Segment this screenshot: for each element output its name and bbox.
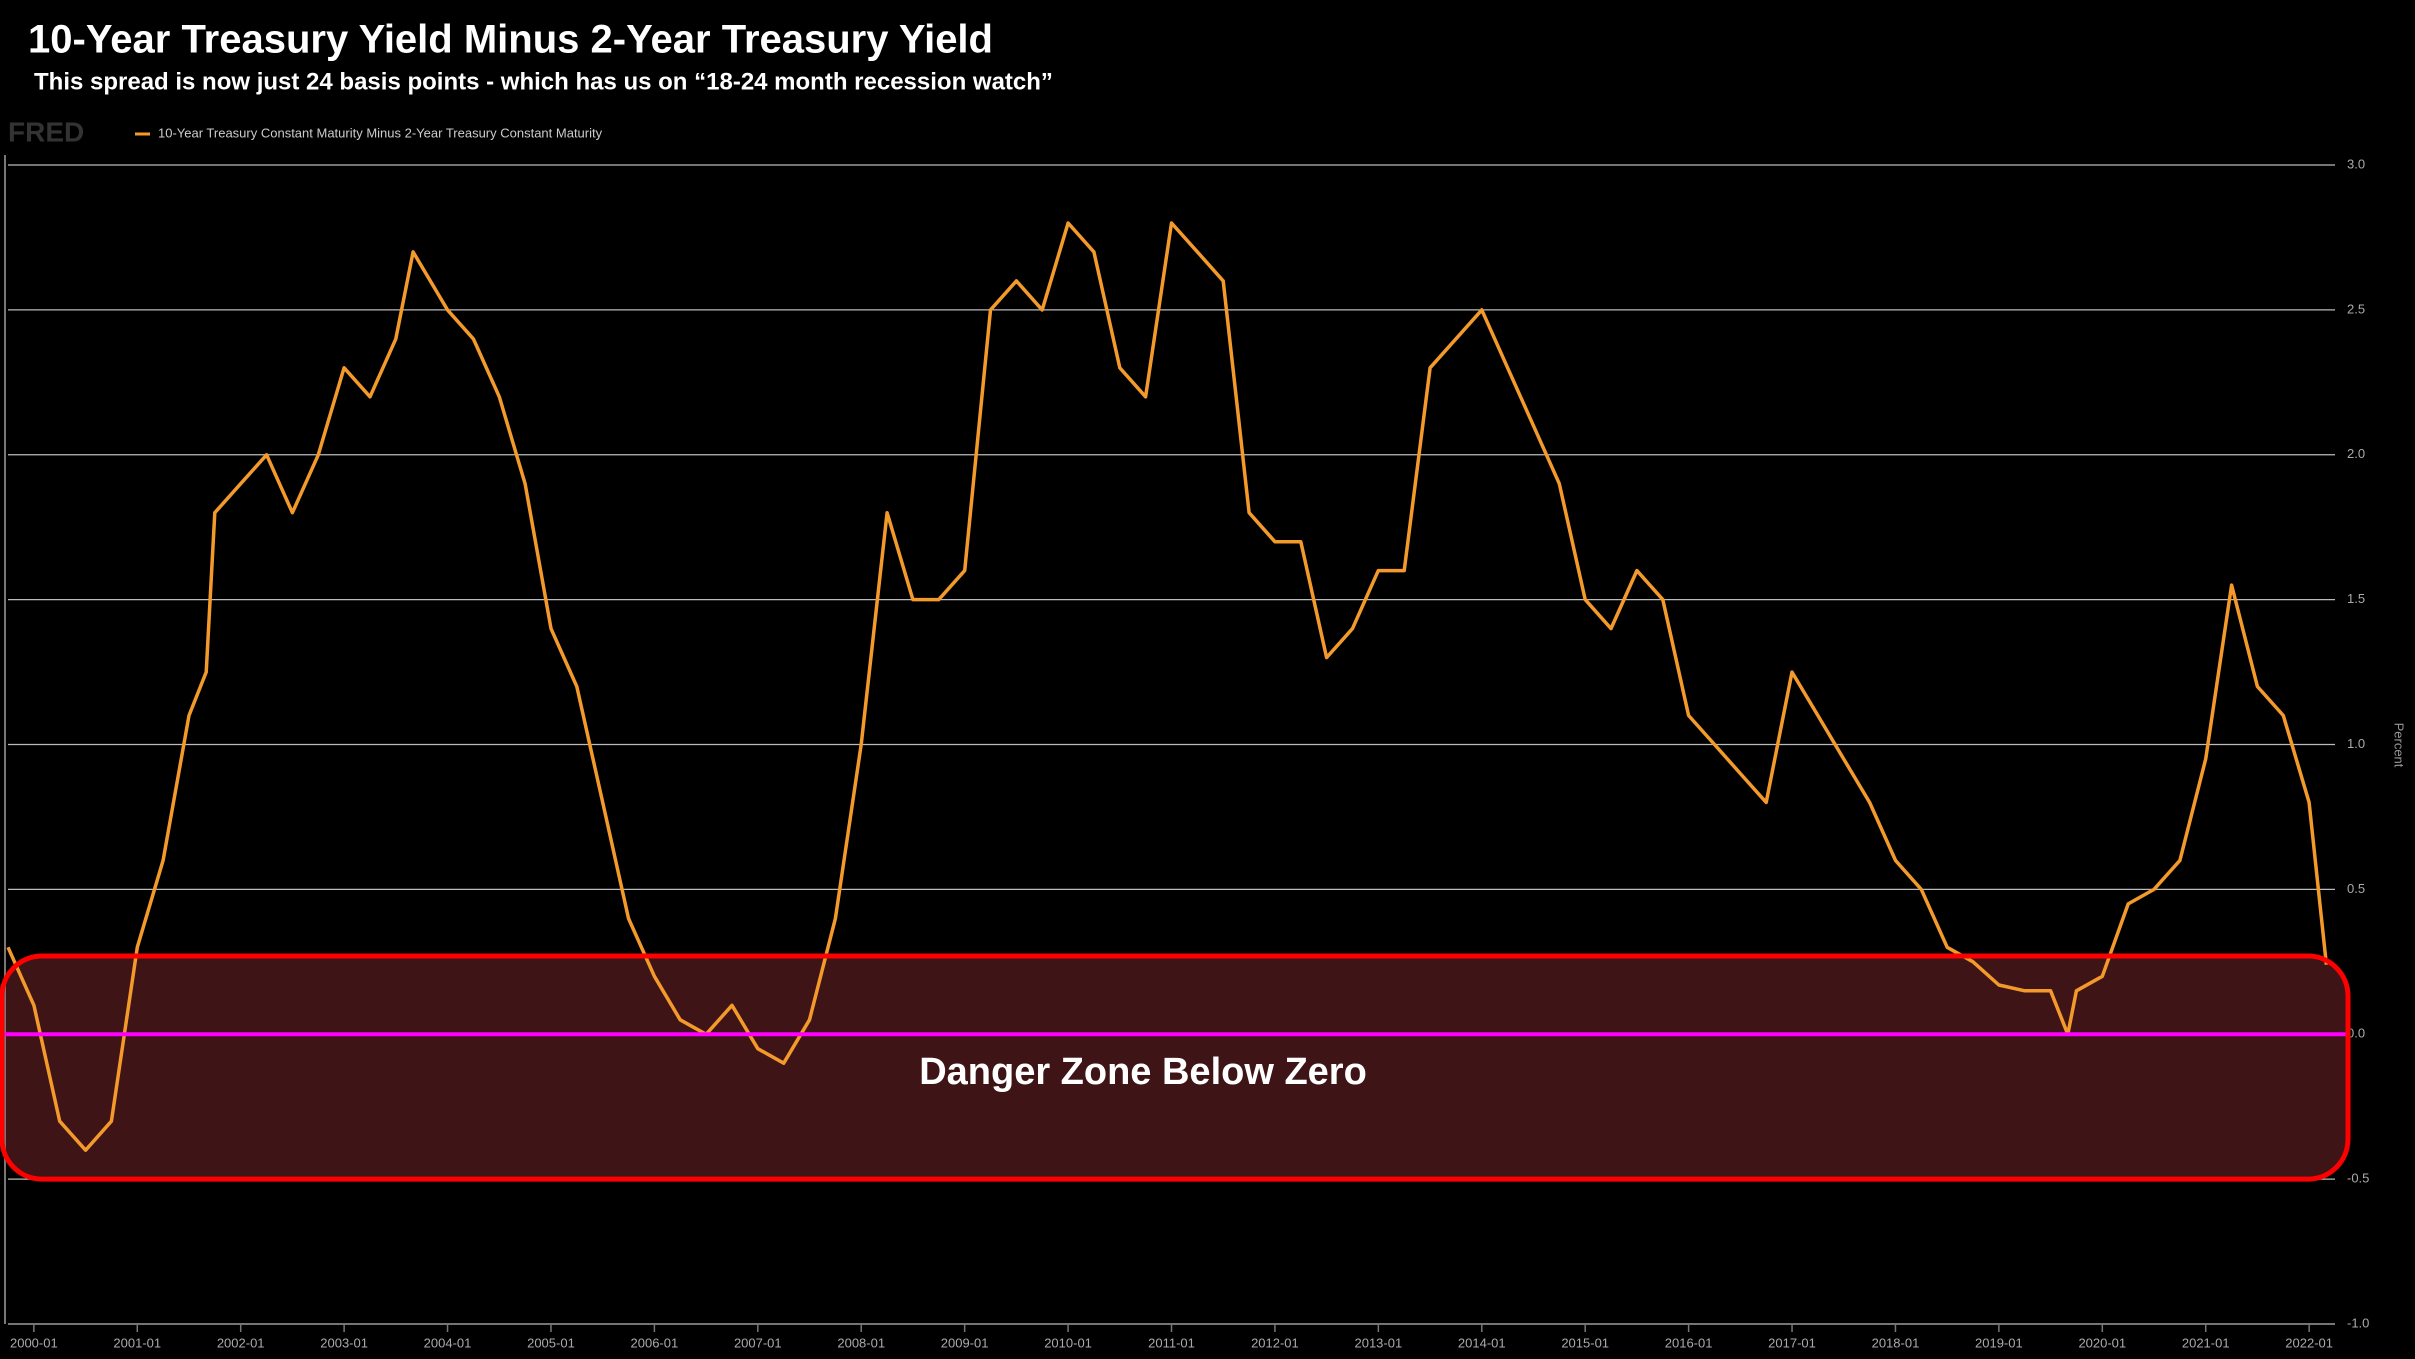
danger-zone-border bbox=[0, 953, 2351, 1182]
y-tick-label: 2.5 bbox=[2347, 301, 2365, 316]
x-tick-label: 2005-01 bbox=[527, 1335, 575, 1350]
y-tick-label: 1.5 bbox=[2347, 591, 2365, 606]
danger-zone bbox=[2, 956, 2348, 1180]
y-tick-label: 0.0 bbox=[2347, 1026, 2365, 1041]
x-tick-label: 2009-01 bbox=[941, 1335, 989, 1350]
x-tick-label: 2013-01 bbox=[1354, 1335, 1402, 1350]
y-tick-label: -0.5 bbox=[2347, 1171, 2369, 1186]
x-tick-label: 2020-01 bbox=[2078, 1335, 2126, 1350]
y-tick-label: -1.0 bbox=[2347, 1315, 2369, 1330]
x-tick-label: 2001-01 bbox=[113, 1335, 161, 1350]
x-tick-label: 2012-01 bbox=[1251, 1335, 1299, 1350]
x-tick-label: 2003-01 bbox=[320, 1335, 368, 1350]
x-tick-label: 2018-01 bbox=[1872, 1335, 1920, 1350]
x-tick-label: 2006-01 bbox=[631, 1335, 679, 1350]
y-tick-label: 1.0 bbox=[2347, 736, 2365, 751]
x-tick-label: 2021-01 bbox=[2182, 1335, 2230, 1350]
y-tick-label: 3.0 bbox=[2347, 156, 2365, 171]
x-tick-label: 2015-01 bbox=[1561, 1335, 1609, 1350]
x-tick-label: 2000-01 bbox=[10, 1335, 58, 1350]
y-axis-label: Percent bbox=[2392, 723, 2407, 768]
source-logo: FRED bbox=[8, 116, 84, 147]
x-tick-label: 2017-01 bbox=[1768, 1335, 1816, 1350]
x-tick-label: 2004-01 bbox=[424, 1335, 472, 1350]
x-tick-label: 2019-01 bbox=[1975, 1335, 2023, 1350]
chart-subtitle: This spread is now just 24 basis points … bbox=[34, 68, 1053, 95]
legend-label: 10-Year Treasury Constant Maturity Minus… bbox=[158, 125, 603, 140]
chart-title: 10-Year Treasury Yield Minus 2-Year Trea… bbox=[28, 18, 993, 62]
y-tick-label: 2.0 bbox=[2347, 446, 2365, 461]
x-tick-label: 2010-01 bbox=[1044, 1335, 1092, 1350]
x-tick-label: 2007-01 bbox=[734, 1335, 782, 1350]
annotation: Danger Zone Below Zero bbox=[919, 1051, 1367, 1093]
x-tick-label: 2002-01 bbox=[217, 1335, 265, 1350]
x-tick-label: 2014-01 bbox=[1458, 1335, 1506, 1350]
x-tick-label: 2008-01 bbox=[837, 1335, 885, 1350]
x-tick-label: 2022-01 bbox=[2285, 1335, 2333, 1350]
x-tick-label: 2016-01 bbox=[1665, 1335, 1713, 1350]
y-tick-label: 0.5 bbox=[2347, 881, 2365, 896]
x-tick-label: 2011-01 bbox=[1148, 1335, 1195, 1350]
